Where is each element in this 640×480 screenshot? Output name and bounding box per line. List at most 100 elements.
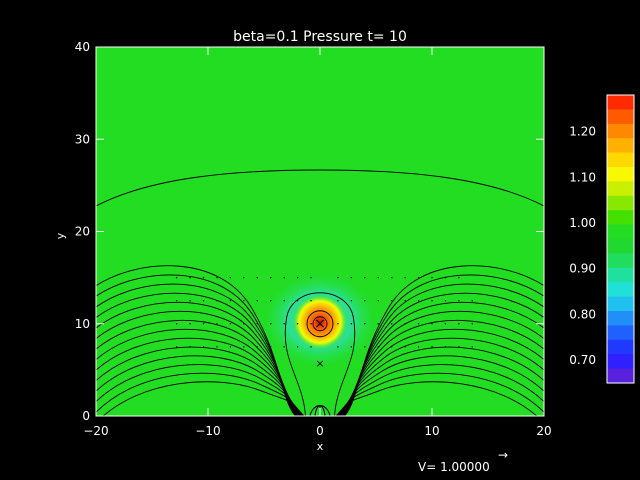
contour-line-left — [96, 372, 304, 416]
colorbar-tick-label: 0.70 — [569, 353, 596, 367]
vector-dot — [229, 299, 232, 302]
colorbar-swatch — [607, 282, 634, 298]
vector-dot — [390, 346, 393, 348]
colorbar-swatch — [607, 210, 634, 226]
vector-dot — [189, 299, 191, 302]
colorbar-swatch — [607, 311, 634, 326]
vector-dot — [189, 323, 191, 325]
vector-dot — [404, 323, 406, 325]
vector-dot — [256, 299, 258, 302]
y-tick-label: 30 — [75, 132, 90, 146]
vector-dot — [229, 346, 232, 348]
vector-dot — [189, 276, 191, 279]
colorbar-tick-label: 1.10 — [569, 170, 596, 184]
vector-dot — [377, 346, 379, 348]
colorbar-swatch — [607, 253, 634, 269]
vector-key-arrow: → — [498, 448, 508, 462]
vector-dot — [229, 323, 232, 325]
contour-loop-inner — [312, 316, 328, 332]
x-tick-label: 10 — [424, 424, 439, 438]
vector-dot — [296, 346, 299, 348]
vector-dot — [256, 323, 258, 325]
colorbar: 1.20 1.10 1.00 0.90 0.80 0.70 — [569, 94, 635, 384]
x-tick-label: 0 — [316, 424, 324, 438]
y-tick-label: 40 — [75, 40, 90, 54]
vector-dot — [417, 323, 420, 325]
vector-dot — [350, 346, 353, 348]
vector-dot — [390, 299, 393, 302]
vector-dot — [377, 323, 379, 325]
vector-dot — [444, 299, 447, 302]
colorbar-tick-label: 0.90 — [569, 262, 596, 276]
vector-dot — [296, 323, 299, 325]
vector-dot — [216, 299, 218, 302]
vector-dot — [175, 323, 178, 325]
vector-dot — [310, 323, 312, 325]
y-tick-label: 10 — [75, 317, 90, 331]
x-point-marker-lower: × — [315, 357, 324, 370]
vector-dot — [189, 346, 191, 348]
vector-dot — [364, 276, 366, 279]
y-axis: 0 10 20 30 40 — [75, 40, 544, 423]
vector-dot — [310, 299, 312, 302]
vector-dot — [270, 276, 272, 279]
vector-dot — [175, 276, 178, 279]
chart-title: beta=0.1 Pressure t= 10 — [233, 29, 407, 45]
vector-dot — [431, 299, 433, 302]
vector-dot — [390, 276, 393, 279]
vector-dot — [404, 276, 406, 279]
vector-dot — [256, 276, 258, 279]
vector-dot — [364, 323, 366, 325]
x-axis-label: x — [317, 440, 324, 453]
vector-dot — [364, 299, 366, 302]
contour-line-base — [309, 405, 331, 416]
vector-dot — [458, 346, 460, 348]
vector-dot — [417, 299, 420, 302]
vector-dot — [216, 346, 218, 348]
vector-dot — [431, 276, 433, 279]
vector-dot — [444, 323, 447, 325]
vector-dot — [270, 299, 272, 302]
vector-dot — [175, 299, 178, 302]
vector-dot — [202, 299, 205, 302]
vector-key-label: V= 1.00000 — [418, 460, 490, 474]
vector-dot — [256, 346, 258, 348]
colorbar-tick-label: 0.80 — [569, 307, 596, 321]
contour-line-left — [96, 364, 304, 416]
colorbar-frame — [606, 94, 635, 384]
colorbar-swatch — [607, 95, 634, 110]
y-tick-label: 20 — [75, 225, 90, 239]
vector-dot — [404, 346, 406, 348]
vector-dot — [202, 346, 205, 348]
vector-dot — [377, 299, 379, 302]
vector-dot — [283, 299, 285, 302]
colorbar-swatch — [607, 368, 634, 384]
colorbar-swatch — [607, 167, 634, 182]
pressure-peak — [292, 294, 348, 350]
vector-dot — [296, 299, 299, 302]
vector-dot — [175, 346, 178, 348]
contour-loop-outer — [306, 310, 334, 338]
vector-dot — [243, 346, 245, 348]
contour-line-top — [96, 169, 544, 207]
colorbar-swatch — [607, 152, 634, 168]
vector-dot — [431, 346, 433, 348]
vector-dot — [310, 276, 312, 279]
vector-dot — [296, 276, 299, 279]
vector-dot — [270, 323, 272, 325]
colorbar-swatch — [607, 267, 634, 283]
vector-dot — [350, 299, 353, 302]
colorbar-swatch — [607, 296, 634, 312]
colorbar-swatch — [607, 325, 634, 341]
vector-dot — [202, 276, 205, 279]
x-tick-label: 20 — [536, 424, 551, 438]
vector-dots — [175, 276, 474, 348]
vector-dot — [243, 323, 245, 325]
pressure-field — [96, 47, 544, 416]
contour-line-right — [335, 381, 538, 416]
x-axis: −20 −10 0 10 20 — [83, 47, 552, 438]
vector-dot — [431, 323, 433, 325]
y-axis-label: y — [54, 232, 67, 239]
vector-dot — [350, 323, 353, 325]
vector-dot — [390, 323, 393, 325]
